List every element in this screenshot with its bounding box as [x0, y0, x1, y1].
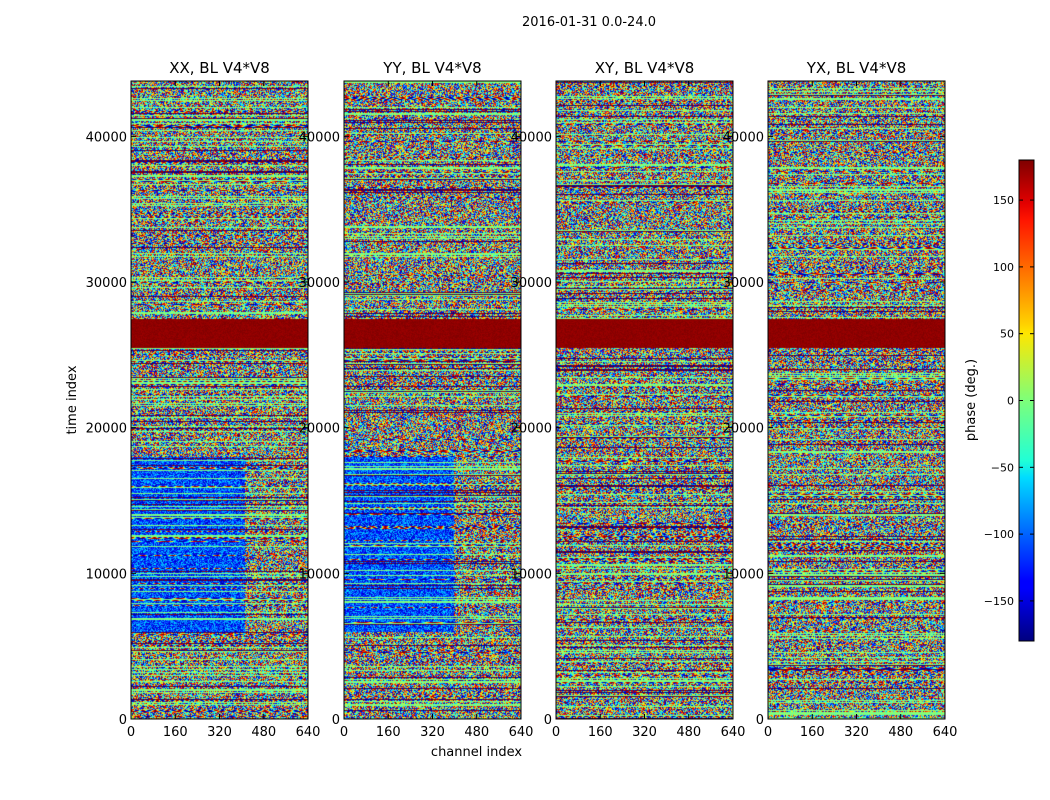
ytick-label-3-1: 10000	[723, 567, 764, 582]
heatmap-raster-0	[131, 81, 308, 719]
panel-title-2: XY, BL V4*V8	[595, 59, 695, 77]
panel-title-0: XX, BL V4*V8	[169, 59, 270, 77]
xtick-label-2-1: 160	[588, 725, 613, 740]
colorbar-tick-label-1: −100	[984, 528, 1014, 541]
ytick-label-3-3: 30000	[723, 276, 764, 291]
xtick-label-3-4: 640	[933, 725, 958, 740]
colorbar-tick-label-4: 50	[1000, 328, 1014, 341]
xtick-label-1-1: 160	[376, 725, 401, 740]
ytick-label-0-2: 20000	[86, 422, 127, 437]
xtick-label-0-3: 480	[251, 725, 276, 740]
xtick-label-3-2: 320	[844, 725, 869, 740]
panel-0: XX, BL V4*V8 0 160 320 480 640 0 10000 20000 3000…	[65, 59, 320, 740]
colorbar-tick-label-2: −50	[991, 461, 1014, 474]
panel-1: YY, BL V4*V8 0 160 320 480 640 0 10000 20000 3000…	[299, 59, 534, 760]
xtick-label-1-0: 0	[340, 725, 348, 740]
colorbar: −150 −100 −50 0 50 100 150 phase (deg.)	[964, 159, 1035, 642]
panel-3: YX, BL V4*V8 0 160 320 480 640 0 10000 20000 3000…	[723, 59, 958, 740]
colorbar-tick-label-6: 150	[993, 194, 1014, 207]
ytick-label-1-3: 30000	[299, 276, 340, 291]
ytick-label-0-4: 40000	[86, 130, 127, 145]
ytick-label-0-0: 0	[119, 713, 127, 728]
figure-suptitle: 2016-01-31 0.0-24.0	[522, 15, 656, 30]
xtick-label-2-4: 640	[721, 725, 746, 740]
colorbar-ticks: −150 −100 −50 0 50 100 150	[984, 194, 1034, 608]
heatmap-raster-1	[344, 81, 521, 719]
ytick-label-1-0: 0	[332, 713, 340, 728]
panel-2: XY, BL V4*V8 0 160 320 480 640 0 10000 20000 3000…	[511, 59, 746, 740]
ylabel-0: time index	[65, 365, 80, 434]
ytick-label-0-1: 10000	[86, 567, 127, 582]
colorbar-tick-label-0: −150	[984, 595, 1014, 608]
ytick-label-1-4: 40000	[299, 130, 340, 145]
colorbar-tick-label-5: 100	[993, 261, 1014, 274]
xlabel-1: channel index	[431, 745, 522, 760]
xtick-label-1-2: 320	[420, 725, 445, 740]
xtick-label-3-0: 0	[764, 725, 772, 740]
ytick-label-2-4: 40000	[511, 130, 552, 145]
ytick-label-3-4: 40000	[723, 130, 764, 145]
xtick-label-3-1: 160	[800, 725, 825, 740]
xtick-label-0-0: 0	[127, 725, 135, 740]
ytick-label-3-2: 20000	[723, 422, 764, 437]
ytick-label-2-1: 10000	[511, 567, 552, 582]
xtick-label-1-4: 640	[509, 725, 534, 740]
heatmap-raster-3	[768, 81, 945, 719]
xtick-label-0-4: 640	[296, 725, 321, 740]
xtick-label-2-3: 480	[676, 725, 701, 740]
panels: XX, BL V4*V8 0 160 320 480 640 0 10000 20000 3000…	[65, 59, 957, 760]
ytick-label-0-3: 30000	[86, 276, 127, 291]
xtick-label-3-3: 480	[888, 725, 913, 740]
heatmap-raster-2	[556, 81, 733, 719]
xtick-label-0-2: 320	[207, 725, 232, 740]
xtick-label-1-3: 480	[464, 725, 489, 740]
ytick-label-1-2: 20000	[299, 422, 340, 437]
xtick-label-0-1: 160	[163, 725, 188, 740]
colorbar-tick-label-3: 0	[1007, 395, 1014, 408]
colorbar-label: phase (deg.)	[964, 359, 979, 441]
xtick-label-2-0: 0	[552, 725, 560, 740]
ytick-label-3-0: 0	[756, 713, 764, 728]
xtick-label-2-2: 320	[632, 725, 657, 740]
ytick-label-2-3: 30000	[511, 276, 552, 291]
panel-title-1: YY, BL V4*V8	[382, 59, 481, 77]
ytick-label-2-0: 0	[544, 713, 552, 728]
panel-title-3: YX, BL V4*V8	[806, 59, 907, 77]
ytick-label-2-2: 20000	[511, 422, 552, 437]
ytick-label-1-1: 10000	[299, 567, 340, 582]
